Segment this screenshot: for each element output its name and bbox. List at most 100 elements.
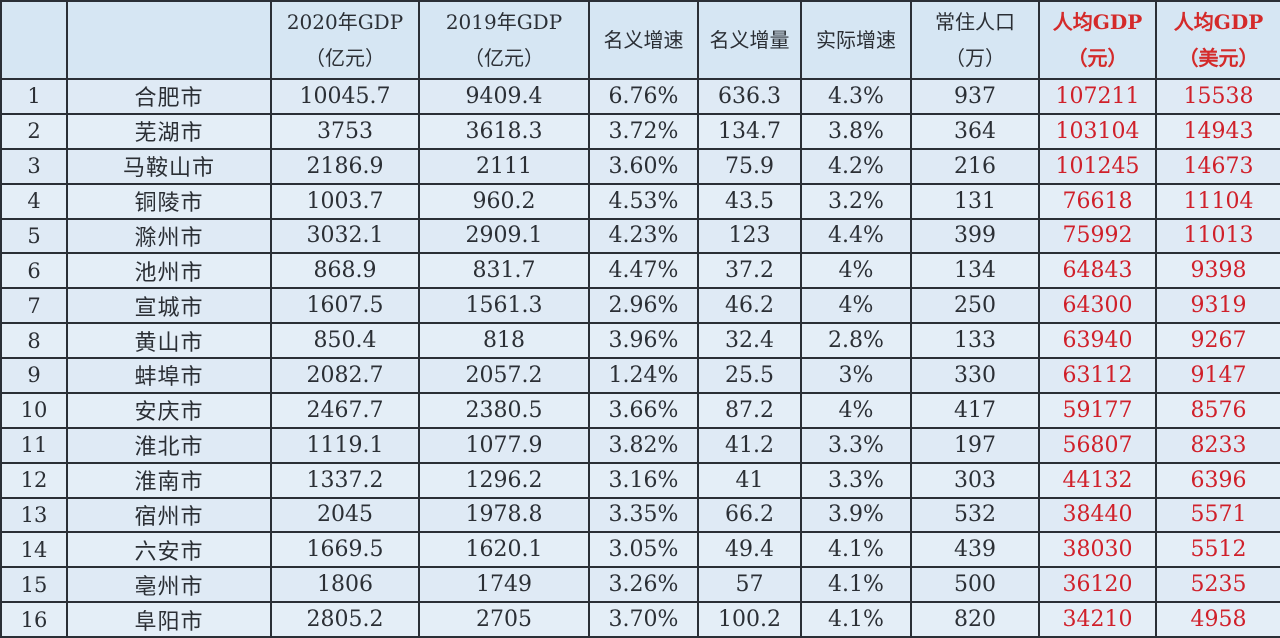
cell-nominal-growth: 3.70% — [588, 601, 699, 638]
cell-per-capita-usd: 8576 — [1155, 391, 1280, 429]
cell-real-growth: 4.3% — [800, 78, 912, 115]
header-population: 常住人口 （万） — [910, 0, 1040, 80]
cell-gdp-2019: 1561.3 — [418, 287, 590, 325]
cell-city: 滁州市 — [66, 217, 272, 255]
cell-nominal-growth: 1.24% — [588, 357, 699, 394]
cell-per-capita-usd: 5235 — [1155, 566, 1280, 604]
cell-population: 216 — [910, 147, 1040, 185]
table-row: 15 亳州市 1806 1749 3.26% 57 4.1% 500 36120 5235 — [0, 566, 1280, 604]
cell-per-capita-cny: 63112 — [1038, 357, 1157, 394]
cell-gdp-2020: 1003.7 — [270, 182, 420, 220]
cell-population: 417 — [910, 391, 1040, 429]
cell-gdp-2019: 1077.9 — [418, 426, 590, 464]
cell-population: 330 — [910, 357, 1040, 394]
cell-rank: 15 — [0, 566, 68, 604]
cell-per-capita-cny: 101245 — [1038, 147, 1157, 185]
cell-nominal-increase: 41.2 — [697, 426, 802, 464]
cell-nominal-growth: 3.26% — [588, 566, 699, 604]
cell-rank: 16 — [0, 601, 68, 638]
cell-per-capita-usd: 11104 — [1155, 182, 1280, 220]
cell-gdp-2019: 2111 — [418, 147, 590, 185]
cell-nominal-increase: 57 — [697, 566, 802, 604]
cell-real-growth: 4.1% — [800, 601, 912, 638]
cell-rank: 10 — [0, 391, 68, 429]
cell-city: 淮南市 — [66, 461, 272, 499]
cell-city: 阜阳市 — [66, 601, 272, 638]
header-nominal-growth: 名义增速 — [588, 0, 699, 80]
cell-rank: 5 — [0, 217, 68, 255]
cell-real-growth: 3.3% — [800, 426, 912, 464]
cell-population: 197 — [910, 426, 1040, 464]
cell-nominal-growth: 3.72% — [588, 112, 699, 150]
cell-population: 532 — [910, 496, 1040, 534]
cell-gdp-2019: 2057.2 — [418, 357, 590, 394]
cell-population: 364 — [910, 112, 1040, 150]
cell-population: 250 — [910, 287, 1040, 325]
cell-nominal-increase: 32.4 — [697, 322, 802, 359]
cell-per-capita-usd: 6396 — [1155, 461, 1280, 499]
cell-rank: 6 — [0, 252, 68, 290]
cell-real-growth: 4.2% — [800, 147, 912, 185]
cell-real-growth: 4% — [800, 252, 912, 290]
cell-per-capita-usd: 9147 — [1155, 357, 1280, 394]
cell-city: 马鞍山市 — [66, 147, 272, 185]
cell-city: 宿州市 — [66, 496, 272, 534]
cell-city: 黄山市 — [66, 322, 272, 359]
cell-per-capita-cny: 44132 — [1038, 461, 1157, 499]
cell-gdp-2019: 1749 — [418, 566, 590, 604]
table-row: 12 淮南市 1337.2 1296.2 3.16% 41 3.3% 303 44132 6396 — [0, 461, 1280, 499]
table-row: 4 铜陵市 1003.7 960.2 4.53% 43.5 3.2% 131 76618 1110… — [0, 182, 1280, 220]
cell-nominal-growth: 3.05% — [588, 531, 699, 569]
header-city — [66, 0, 272, 80]
cell-nominal-increase: 636.3 — [697, 78, 802, 115]
cell-gdp-2020: 1607.5 — [270, 287, 420, 325]
cell-gdp-2020: 850.4 — [270, 322, 420, 359]
cell-nominal-growth: 4.23% — [588, 217, 699, 255]
cell-gdp-2019: 831.7 — [418, 252, 590, 290]
cell-city: 芜湖市 — [66, 112, 272, 150]
cell-nominal-growth: 3.16% — [588, 461, 699, 499]
cell-rank: 1 — [0, 78, 68, 115]
cell-gdp-2019: 2380.5 — [418, 391, 590, 429]
cell-city: 淮北市 — [66, 426, 272, 464]
cell-population: 133 — [910, 322, 1040, 359]
header-per-capita-usd: 人均GDP （美元） — [1155, 0, 1280, 80]
cell-per-capita-cny: 36120 — [1038, 566, 1157, 604]
table-body: 1 合肥市 10045.7 9409.4 6.76% 636.3 4.3% 937 107211… — [0, 78, 1280, 638]
cell-nominal-growth: 2.96% — [588, 287, 699, 325]
cell-gdp-2019: 1978.8 — [418, 496, 590, 534]
cell-real-growth: 3% — [800, 357, 912, 394]
cell-real-growth: 3.8% — [800, 112, 912, 150]
cell-city: 铜陵市 — [66, 182, 272, 220]
cell-gdp-2020: 2186.9 — [270, 147, 420, 185]
cell-gdp-2020: 1119.1 — [270, 426, 420, 464]
cell-per-capita-usd: 9267 — [1155, 322, 1280, 359]
cell-nominal-growth: 3.35% — [588, 496, 699, 534]
table-row: 8 黄山市 850.4 818 3.96% 32.4 2.8% 133 63940 9267 — [0, 322, 1280, 359]
cell-per-capita-usd: 8233 — [1155, 426, 1280, 464]
cell-gdp-2020: 3032.1 — [270, 217, 420, 255]
table-row: 1 合肥市 10045.7 9409.4 6.76% 636.3 4.3% 937 107211… — [0, 78, 1280, 115]
cell-nominal-increase: 123 — [697, 217, 802, 255]
cell-nominal-increase: 134.7 — [697, 112, 802, 150]
table-row: 11 淮北市 1119.1 1077.9 3.82% 41.2 3.3% 197 56807 82… — [0, 426, 1280, 464]
header-nominal-increase: 名义增量 — [697, 0, 802, 80]
cell-nominal-growth: 4.53% — [588, 182, 699, 220]
cell-gdp-2019: 2705 — [418, 601, 590, 638]
cell-gdp-2019: 1296.2 — [418, 461, 590, 499]
cell-per-capita-cny: 38030 — [1038, 531, 1157, 569]
cell-per-capita-usd: 9319 — [1155, 287, 1280, 325]
cell-rank: 4 — [0, 182, 68, 220]
table-row: 9 蚌埠市 2082.7 2057.2 1.24% 25.5 3% 330 63112 9147 — [0, 357, 1280, 394]
cell-real-growth: 3.9% — [800, 496, 912, 534]
cell-nominal-increase: 43.5 — [697, 182, 802, 220]
cell-gdp-2020: 2045 — [270, 496, 420, 534]
cell-per-capita-usd: 14673 — [1155, 147, 1280, 185]
cell-population: 500 — [910, 566, 1040, 604]
cell-gdp-2019: 818 — [418, 322, 590, 359]
cell-per-capita-cny: 64300 — [1038, 287, 1157, 325]
cell-per-capita-cny: 38440 — [1038, 496, 1157, 534]
cell-per-capita-cny: 64843 — [1038, 252, 1157, 290]
cell-nominal-increase: 25.5 — [697, 357, 802, 394]
